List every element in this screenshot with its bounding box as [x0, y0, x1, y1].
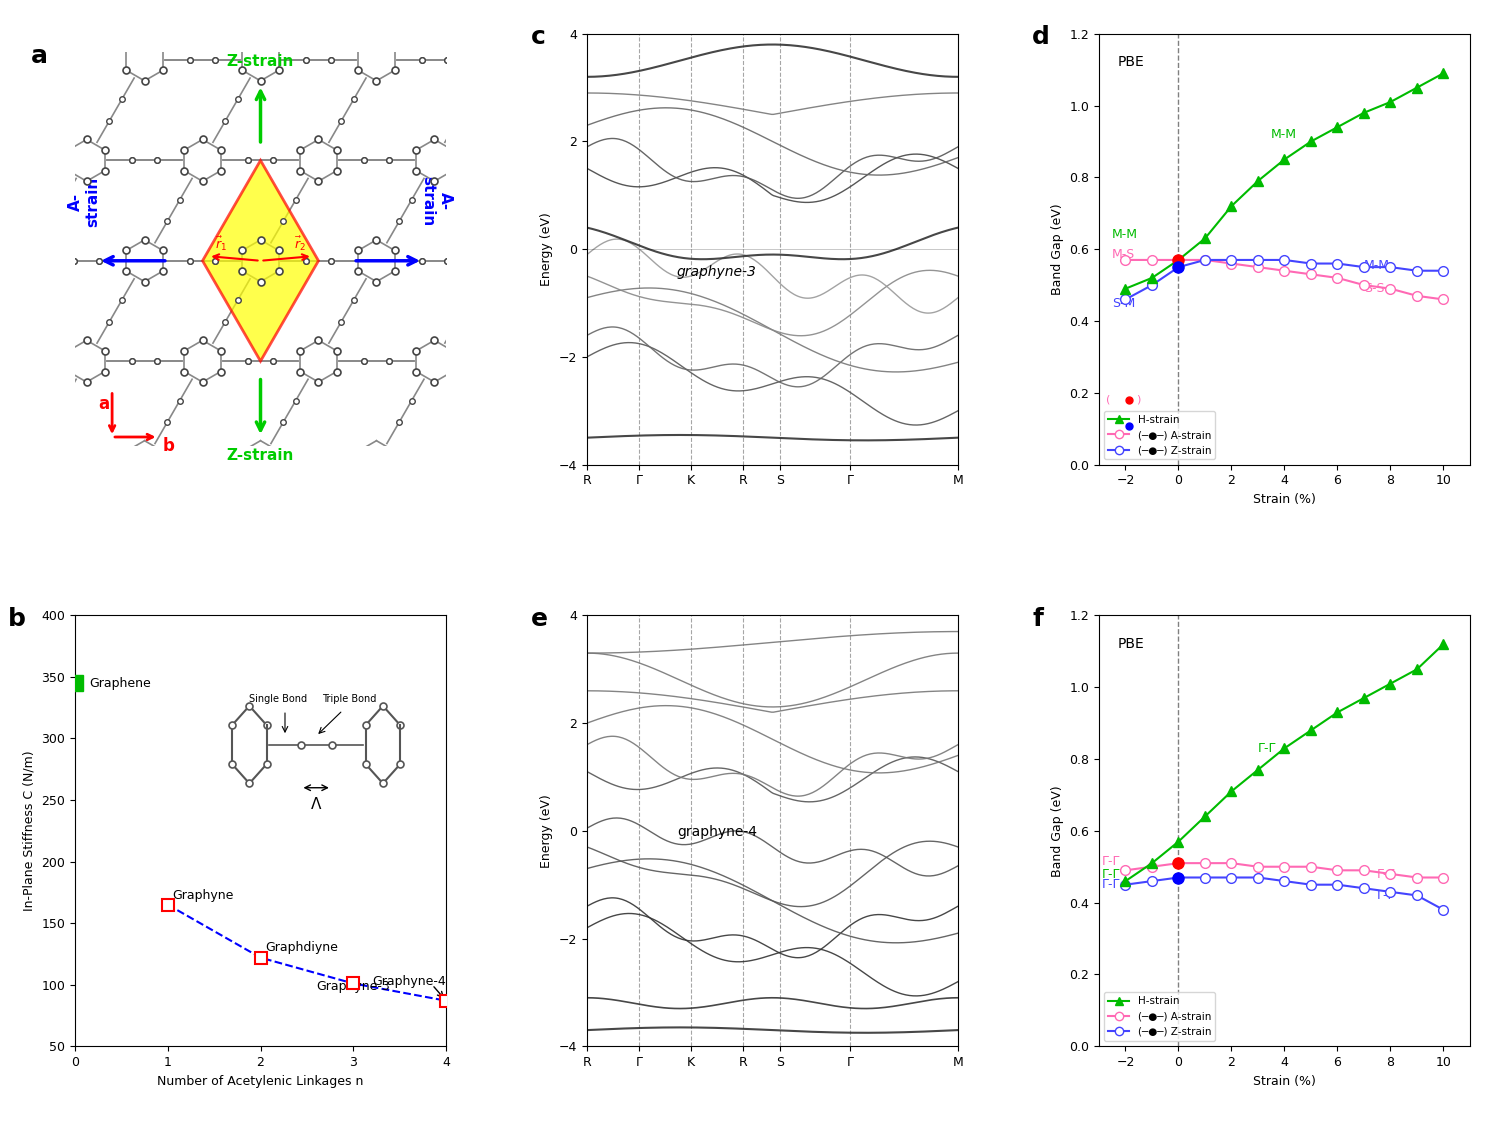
X-axis label: Strain (%): Strain (%)	[1252, 493, 1316, 506]
Text: Γ-Γ: Γ-Γ	[1101, 879, 1120, 891]
Text: graphyne-4: graphyne-4	[676, 826, 758, 839]
X-axis label: Strain (%): Strain (%)	[1252, 1074, 1316, 1088]
Text: M-S: M-S	[1112, 249, 1136, 261]
Y-axis label: Band Gap (eV): Band Gap (eV)	[1050, 785, 1064, 876]
Text: Γ-Γ: Γ-Γ	[1377, 867, 1395, 881]
Text: Graphyne-3: Graphyne-3	[316, 980, 390, 992]
Text: c: c	[531, 25, 546, 50]
Text: Graphyne-4: Graphyne-4	[372, 974, 446, 988]
Text: $\vec{r}_1$: $\vec{r}_1$	[214, 235, 226, 253]
Text: M-M: M-M	[1270, 128, 1298, 141]
Text: S-M: S-M	[1112, 297, 1136, 309]
Text: Graphdiyne: Graphdiyne	[266, 942, 338, 954]
Text: Γ-Γ: Γ-Γ	[1101, 867, 1120, 881]
Text: b: b	[164, 436, 176, 454]
Legend: H-strain, (─●─) A-strain, (─●─) Z-strain: H-strain, (─●─) A-strain, (─●─) Z-strain	[1104, 992, 1215, 1041]
Legend: H-strain, (─●─) A-strain, (─●─) Z-strain: H-strain, (─●─) A-strain, (─●─) Z-strain	[1104, 411, 1215, 459]
Text: A-
strain: A- strain	[420, 177, 453, 226]
Text: Z-strain: Z-strain	[226, 54, 294, 69]
Text: graphyne-3: graphyne-3	[676, 266, 758, 279]
Text: d: d	[1032, 25, 1050, 50]
Y-axis label: Energy (eV): Energy (eV)	[540, 794, 554, 867]
Text: f: f	[1032, 606, 1042, 631]
Text: M-M: M-M	[1112, 228, 1138, 242]
Text: Z-strain: Z-strain	[226, 448, 294, 463]
Text: S-S: S-S	[1364, 282, 1384, 295]
Text: Graphyne: Graphyne	[172, 889, 234, 901]
Text: Γ-Γ: Γ-Γ	[1101, 855, 1120, 867]
Text: PBE: PBE	[1118, 55, 1144, 70]
Y-axis label: Energy (eV): Energy (eV)	[540, 213, 554, 286]
Text: PBE: PBE	[1118, 637, 1144, 651]
Text: a: a	[30, 44, 48, 69]
Text: Γ-Γ: Γ-Γ	[1258, 741, 1276, 755]
Text: e: e	[531, 606, 549, 631]
Text: ): )	[1136, 394, 1140, 404]
Text: (: (	[1107, 394, 1112, 404]
Y-axis label: In-Plane Stiffness C (N/m): In-Plane Stiffness C (N/m)	[22, 750, 36, 911]
Y-axis label: Band Gap (eV): Band Gap (eV)	[1050, 204, 1064, 295]
Text: Graphene: Graphene	[88, 676, 150, 690]
Text: M-M: M-M	[1364, 259, 1390, 272]
Text: Γ-Γ: Γ-Γ	[1377, 889, 1395, 902]
Text: b: b	[8, 606, 26, 631]
X-axis label: Number of Acetylenic Linkages n: Number of Acetylenic Linkages n	[158, 1074, 363, 1088]
Text: a: a	[98, 395, 109, 413]
Polygon shape	[202, 161, 318, 361]
Text: $\vec{r}_2$: $\vec{r}_2$	[294, 235, 306, 253]
Text: A-
strain: A- strain	[68, 177, 100, 226]
